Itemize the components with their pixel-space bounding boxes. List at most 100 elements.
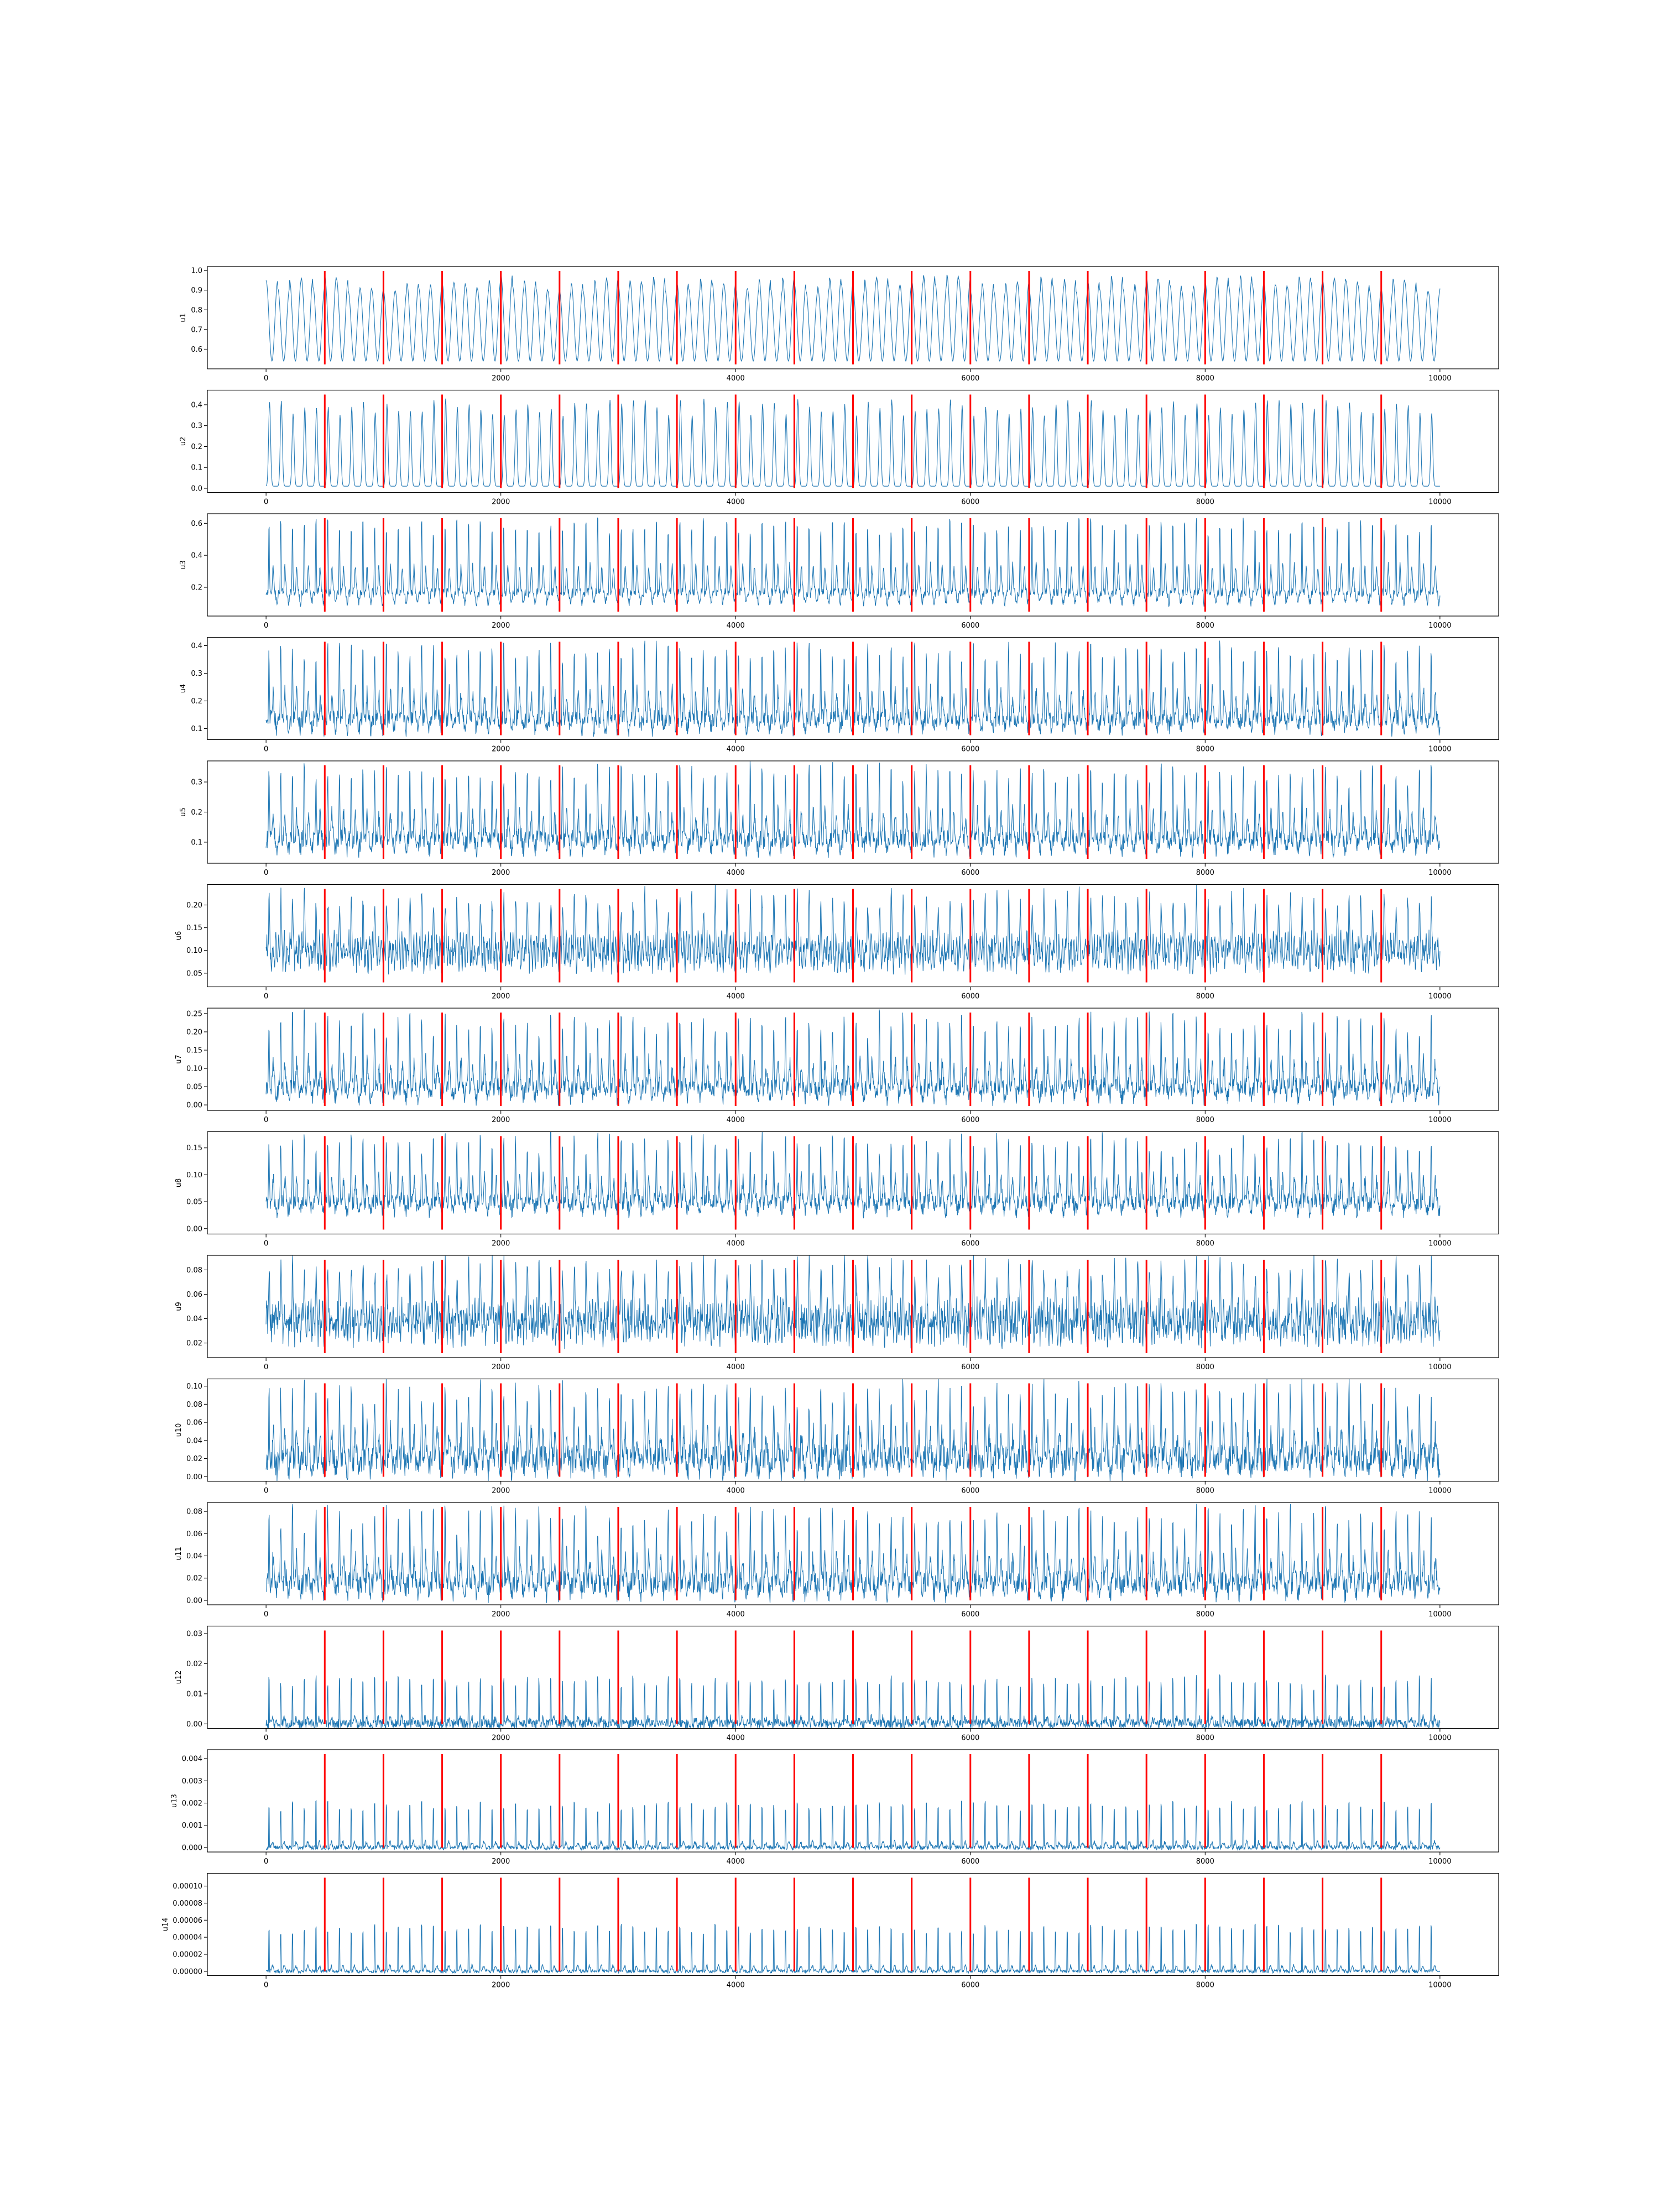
y-axis-label: u11 — [175, 1547, 183, 1561]
subplot-u9: 0 2000 4000 6000 8000 10000 0.02 0.04 0.06 0.08 u9 — [175, 1255, 1499, 1371]
axes-frame — [207, 1625, 1499, 1729]
y-tick-label: 0.10 — [186, 1383, 202, 1391]
x-tick-label: 6000 — [961, 1734, 979, 1743]
y-tick-label: 0.25 — [186, 1010, 202, 1018]
x-tick-label: 10000 — [1428, 622, 1451, 630]
y-tick-label: 0.004 — [182, 1755, 202, 1764]
y-tick-label: 0.4 — [191, 642, 202, 650]
y-tick-label: 0.04 — [186, 1552, 202, 1561]
x-tick-label: 8000 — [1196, 1858, 1214, 1866]
x-tick-label: 4000 — [727, 1610, 745, 1619]
axes-frame — [207, 1749, 1499, 1853]
y-tick-label: 0.05 — [186, 1083, 202, 1092]
subplot-u2: 0 2000 4000 6000 8000 10000 0.0 0.1 0.2 0.3 0.4 u2 — [179, 389, 1499, 507]
x-tick-label: 10000 — [1428, 1487, 1451, 1495]
x-tick-label: 2000 — [492, 869, 510, 877]
x-tick-label: 4000 — [727, 498, 745, 507]
y-tick-label: 0.3 — [191, 422, 202, 430]
x-tick-label: 8000 — [1196, 745, 1214, 754]
x-tick-label: 8000 — [1196, 1610, 1214, 1619]
x-tick-label: 8000 — [1196, 374, 1214, 383]
subplot-u11: 0 2000 4000 6000 8000 10000 0.00 0.02 0.04 0.06 0.… — [175, 1502, 1499, 1619]
y-tick-label: 0.00006 — [173, 1917, 202, 1925]
x-tick-label: 0 — [264, 1734, 268, 1743]
y-tick-label: 0.03 — [186, 1630, 202, 1639]
y-tick-label: 0.02 — [186, 1574, 202, 1583]
x-tick-label: 0 — [264, 1487, 268, 1495]
y-tick-label: 0.05 — [186, 1198, 202, 1207]
axes-frame — [207, 1008, 1499, 1111]
y-tick-label: 0.15 — [186, 924, 202, 932]
y-tick-label: 0.1 — [191, 725, 202, 733]
x-tick-label: 0 — [264, 374, 268, 383]
y-tick-label: 0.7 — [191, 326, 202, 334]
y-tick-label: 0.20 — [186, 1028, 202, 1036]
x-tick-label: 10000 — [1428, 1734, 1451, 1743]
axes-frame — [207, 1131, 1499, 1235]
y-tick-label: 0.08 — [186, 1401, 202, 1409]
x-tick-label: 0 — [264, 498, 268, 507]
x-tick-label: 6000 — [961, 993, 979, 1001]
y-tick-label: 0.20 — [186, 901, 202, 910]
x-tick-label: 6000 — [961, 869, 979, 877]
y-tick-label: 0.002 — [182, 1799, 202, 1808]
y-tick-label: 0.06 — [186, 1291, 202, 1299]
y-tick-label: 0.00008 — [173, 1900, 202, 1908]
x-tick-label: 2000 — [492, 1363, 510, 1371]
x-tick-label: 10000 — [1428, 374, 1451, 383]
axes-frame — [207, 884, 1499, 988]
x-tick-label: 0 — [264, 622, 268, 630]
x-tick-label: 4000 — [727, 622, 745, 630]
x-tick-label: 6000 — [961, 1487, 979, 1495]
x-tick-label: 4000 — [727, 1858, 745, 1866]
x-tick-label: 8000 — [1196, 1116, 1214, 1124]
x-tick-label: 4000 — [727, 745, 745, 754]
x-tick-label: 0 — [264, 1858, 268, 1866]
x-tick-label: 8000 — [1196, 1981, 1214, 1990]
y-tick-label: 0.00 — [186, 1720, 202, 1729]
x-tick-label: 2000 — [492, 1240, 510, 1248]
y-tick-label: 0.06 — [186, 1530, 202, 1538]
series-line-u13 — [265, 1799, 1441, 1851]
x-tick-label: 10000 — [1428, 869, 1451, 877]
x-tick-label: 4000 — [727, 1240, 745, 1248]
y-tick-label: 0.2 — [191, 443, 202, 451]
y-tick-label: 0.8 — [191, 306, 202, 315]
x-tick-label: 0 — [264, 1610, 268, 1619]
x-tick-label: 8000 — [1196, 1487, 1214, 1495]
x-tick-label: 6000 — [961, 622, 979, 630]
axes-frame — [207, 1872, 1499, 1976]
x-tick-label: 4000 — [727, 1116, 745, 1124]
x-tick-label: 6000 — [961, 1981, 979, 1990]
x-tick-label: 6000 — [961, 1858, 979, 1866]
y-tick-label: 0.3 — [191, 779, 202, 787]
y-tick-label: 0.6 — [191, 346, 202, 354]
y-axis-label: u10 — [175, 1423, 183, 1437]
axes-frame — [207, 1502, 1499, 1605]
axes-frame — [207, 1378, 1499, 1482]
y-tick-label: 0.00 — [186, 1597, 202, 1605]
x-tick-label: 2000 — [492, 1487, 510, 1495]
x-tick-label: 4000 — [727, 1487, 745, 1495]
x-tick-label: 2000 — [492, 622, 510, 630]
y-tick-label: 0.04 — [186, 1315, 202, 1323]
y-tick-label: 0.2 — [191, 697, 202, 706]
y-tick-label: 0.6 — [191, 520, 202, 528]
x-tick-label: 0 — [264, 869, 268, 877]
subplot-u7: 0 2000 4000 6000 8000 10000 0.00 0.05 0.10 0.15 0.… — [175, 1008, 1499, 1124]
y-tick-label: 0.9 — [191, 286, 202, 295]
y-tick-label: 0.2 — [191, 808, 202, 817]
y-tick-label: 0.00004 — [173, 1934, 202, 1942]
x-tick-label: 2000 — [492, 1858, 510, 1866]
y-axis-label: u5 — [179, 807, 187, 817]
y-tick-label: 0.00 — [186, 1102, 202, 1110]
y-axis-label: u14 — [161, 1918, 170, 1932]
subplot-u8: 0 2000 4000 6000 8000 10000 0.00 0.05 0.10 0.15 u8 — [175, 1131, 1499, 1248]
y-tick-label: 0.4 — [191, 552, 202, 560]
x-tick-label: 2000 — [492, 1610, 510, 1619]
x-tick-label: 8000 — [1196, 869, 1214, 877]
y-tick-label: 0.02 — [186, 1455, 202, 1463]
subplot-u1: 0 2000 4000 6000 8000 10000 0.6 0.7 0.8 0.9 1.0 u1 — [179, 266, 1499, 383]
y-tick-label: 0.00002 — [173, 1950, 202, 1959]
x-tick-label: 10000 — [1428, 1981, 1451, 1990]
